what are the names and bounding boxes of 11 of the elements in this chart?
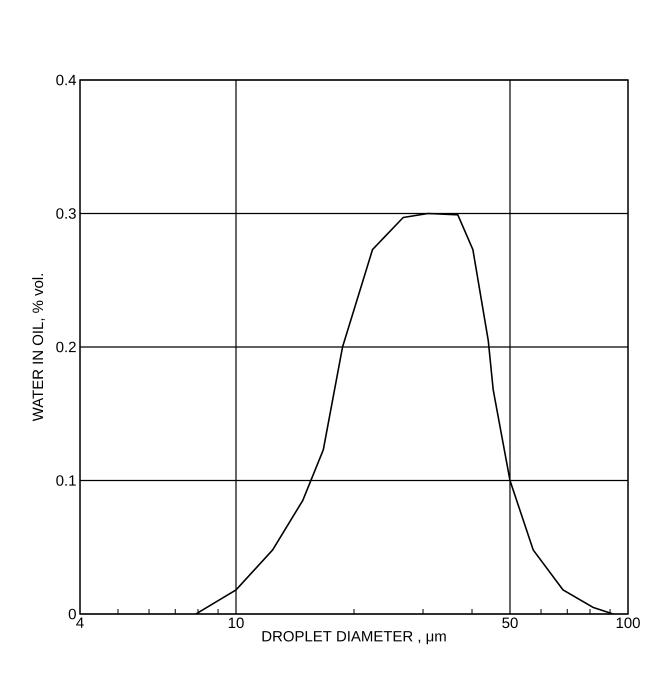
x-axis-title: DROPLET DIAMETER , μm — [262, 630, 446, 644]
y-tick-label: 0 — [68, 608, 76, 620]
x-tick-label: 4 — [76, 618, 84, 628]
y-tick-label: 0.4 — [56, 74, 76, 86]
x-tick-label: 100 — [616, 618, 640, 628]
y-tick-label: 0.2 — [56, 342, 76, 352]
y-axis-title: WATER IN OIL, % vol. — [32, 274, 45, 422]
x-tick-label: 10 — [228, 618, 244, 628]
y-tick-label: 0.3 — [56, 208, 76, 219]
y-tick-label: 0.1 — [56, 475, 76, 486]
x-tick-label: 50 — [502, 618, 518, 628]
